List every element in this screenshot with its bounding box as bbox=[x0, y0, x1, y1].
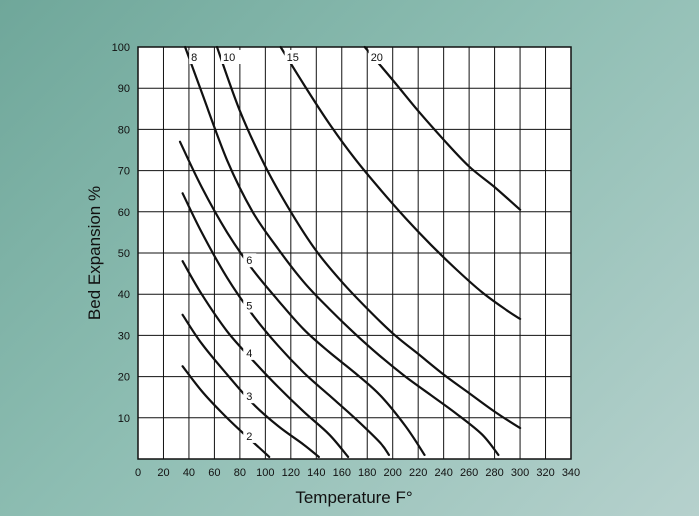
series-label-bg bbox=[284, 50, 305, 64]
series-label-bg bbox=[243, 428, 257, 443]
series-line-15 bbox=[279, 45, 522, 320]
y-tick-label: 100 bbox=[112, 42, 130, 54]
x-tick-label: 0 bbox=[135, 467, 141, 479]
grid bbox=[137, 46, 572, 460]
y-tick-label: 40 bbox=[118, 289, 130, 301]
series-line-8 bbox=[184, 45, 500, 456]
series-label-bg bbox=[243, 253, 257, 268]
series-label-4: 4 bbox=[246, 348, 252, 360]
series-label-3: 3 bbox=[246, 391, 252, 403]
series-line-2 bbox=[181, 365, 271, 458]
y-tick-label: 10 bbox=[118, 413, 130, 425]
y-tick-label: 90 bbox=[118, 83, 130, 95]
x-tick-label: 100 bbox=[256, 467, 274, 479]
series-label-bg bbox=[189, 50, 203, 64]
series-line-3 bbox=[181, 313, 320, 458]
series-line-4 bbox=[181, 260, 350, 458]
y-axis-label: Bed Expansion % bbox=[85, 186, 104, 320]
series-label-bg bbox=[243, 298, 257, 313]
x-tick-label: 80 bbox=[234, 467, 246, 479]
x-tick-label: 320 bbox=[536, 467, 554, 479]
x-tick-label: 260 bbox=[460, 467, 478, 479]
x-tick-label: 180 bbox=[358, 467, 376, 479]
series-label-6: 6 bbox=[246, 255, 252, 267]
series-label-bg bbox=[243, 345, 257, 360]
series-label-10: 10 bbox=[223, 52, 235, 64]
x-tick-label: 60 bbox=[208, 467, 220, 479]
x-tick-label: 220 bbox=[409, 467, 427, 479]
series-label-8: 8 bbox=[191, 52, 197, 64]
x-tick-label: 340 bbox=[562, 467, 580, 479]
series-line-20 bbox=[363, 45, 522, 211]
x-tick-labels: 0 20 40 60 80 100 120 140 160 180 200 220 240 260 280 3… bbox=[135, 467, 580, 479]
x-tick-label: 300 bbox=[511, 467, 529, 479]
y-tick-labels: 10 20 30 40 50 60 70 80 90 100 bbox=[112, 42, 130, 425]
series-line-6 bbox=[178, 140, 426, 456]
x-tick-label: 140 bbox=[307, 467, 325, 479]
y-tick-label: 50 bbox=[118, 248, 130, 260]
y-tick-label: 80 bbox=[118, 124, 130, 136]
series-label-bg bbox=[220, 50, 241, 64]
series-label-bg bbox=[243, 389, 257, 404]
series-lines bbox=[178, 45, 522, 458]
x-tick-label: 240 bbox=[434, 467, 452, 479]
y-tick-label: 30 bbox=[118, 330, 130, 342]
series-label-5: 5 bbox=[246, 301, 252, 313]
x-tick-label: 160 bbox=[333, 467, 351, 479]
x-tick-label: 120 bbox=[282, 467, 300, 479]
series-label-15: 15 bbox=[287, 52, 299, 64]
plot-border bbox=[137, 46, 572, 460]
x-tick-label: 200 bbox=[384, 467, 402, 479]
series-label-bg bbox=[368, 50, 389, 64]
y-tick-label: 20 bbox=[118, 372, 130, 384]
x-tick-label: 40 bbox=[183, 467, 195, 479]
series-label-2: 2 bbox=[246, 431, 252, 443]
x-axis-label: Temperature F° bbox=[295, 488, 412, 507]
x-tick-label: 20 bbox=[157, 467, 169, 479]
series-labels: 2 3 4 5 6 8 10 15 20 bbox=[189, 50, 389, 443]
y-tick-label: 70 bbox=[118, 166, 130, 178]
x-tick-label: 280 bbox=[485, 467, 503, 479]
series-line-5 bbox=[181, 192, 390, 456]
y-tick-label: 60 bbox=[118, 207, 130, 219]
series-label-20: 20 bbox=[371, 52, 383, 64]
series-line-10 bbox=[215, 45, 522, 430]
